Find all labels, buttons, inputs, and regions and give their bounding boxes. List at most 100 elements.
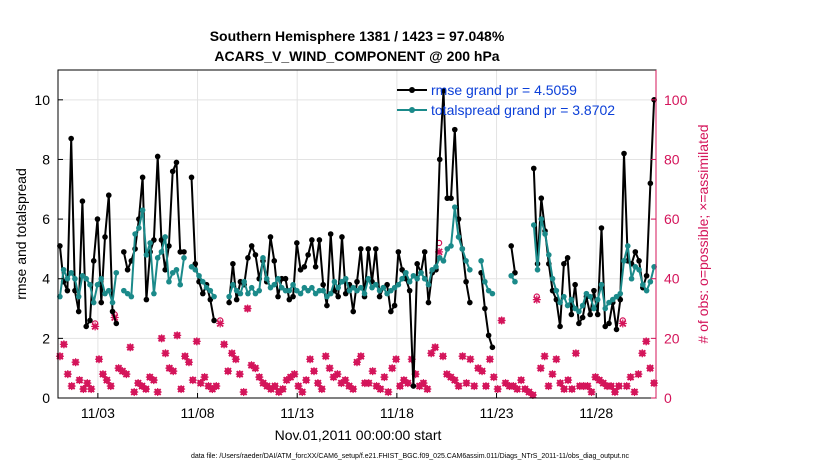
rmse-point [388, 308, 394, 315]
rmse-point [357, 246, 364, 252]
obs-assimilated-marker [614, 382, 623, 391]
obs-assimilated-marker [356, 352, 365, 361]
obs-assimilated-marker [380, 373, 389, 382]
totalspread-point [252, 290, 259, 297]
obs-assimilated-marker [325, 364, 334, 373]
totalspread-point [350, 284, 357, 291]
obs-assimilated-marker [458, 352, 467, 361]
totalspread-point [75, 293, 82, 300]
totalspread-point [617, 290, 624, 297]
y-left-tick-label: 2 [42, 330, 50, 346]
obs-assimilated-marker [153, 388, 162, 397]
obs-assimilated-marker [290, 370, 299, 379]
totalspread-point [534, 266, 541, 273]
rmse-point [606, 320, 612, 327]
totalspread-point [403, 269, 409, 276]
totalspread-point [624, 243, 631, 249]
totalspread-point [444, 246, 451, 252]
totalspread-point [369, 284, 375, 291]
totalspread-point [553, 287, 560, 294]
totalspread-point [380, 284, 387, 291]
totalspread-point [154, 255, 161, 261]
totalspread-point [583, 290, 590, 297]
totalspread-point [512, 278, 518, 285]
obs-assimilated-marker [95, 355, 104, 364]
obs-assimilated-marker [251, 364, 260, 373]
obs-assimilated-marker [552, 355, 561, 364]
obs-assimilated-marker [98, 370, 107, 379]
obs-assimilated-marker [200, 373, 209, 382]
legend: rmse grand pr = 4.5059 totalspread grand… [397, 82, 615, 118]
obs-assimilated-marker [470, 382, 479, 391]
rmse-point [557, 323, 563, 330]
y-right-tick-label: 40 [664, 271, 680, 287]
totalspread-point [632, 264, 639, 270]
legend-rmse-label: rmse grand pr = 4.5059 [431, 82, 577, 98]
rmse-point [587, 311, 593, 318]
y-axis-label-left: rmse and totalspread [13, 168, 29, 300]
obs-assimilated-marker [87, 385, 96, 394]
totalspread-point [60, 266, 67, 273]
totalspread-point [436, 255, 443, 261]
legend-spread-marker [409, 107, 415, 113]
totalspread-point [388, 287, 394, 294]
rmse-point [467, 299, 473, 306]
rmse-point [64, 287, 71, 294]
rmse-point [102, 234, 108, 240]
obs-assimilated-marker [368, 367, 377, 376]
totalspread-point [406, 278, 413, 285]
obs-assimilated-marker [298, 388, 307, 397]
totalspread-point [463, 258, 469, 264]
y-right-tick-label: 20 [664, 330, 680, 346]
totalspread-point [309, 284, 315, 291]
rmse-point [530, 165, 537, 172]
obs-assimilated-marker [548, 370, 557, 379]
rmse-point [613, 326, 620, 333]
obs-assimilated-marker [431, 343, 440, 352]
obs-assimilated-marker [75, 376, 84, 385]
totalspread-point [211, 293, 217, 300]
obs-assimilated-marker [587, 388, 596, 397]
obs-assimilated-marker [583, 382, 592, 391]
totalspread-point [203, 284, 210, 291]
obs-assimilated-marker [560, 385, 569, 394]
rmse-point [309, 237, 315, 243]
rmse-point [576, 320, 582, 327]
rmse-point [564, 255, 571, 261]
totalspread-point [196, 272, 202, 279]
totalspread-point [105, 287, 112, 294]
obs-assimilated-marker [423, 385, 432, 394]
totalspread-point [354, 287, 360, 294]
totalspread-point [636, 266, 642, 273]
rmse-point [199, 290, 206, 297]
totalspread-point [530, 222, 537, 228]
totalspread-point [177, 281, 184, 288]
obs-assimilated-marker [392, 355, 401, 364]
totalspread-point [421, 275, 428, 282]
obs-assimilated-marker [493, 385, 502, 394]
rmse-point [121, 249, 127, 255]
chart-title-line-2: ACARS_V_WIND_COMPONENT @ 200 hPa [214, 48, 499, 64]
obs-assimilated-marker [231, 355, 240, 364]
totalspread-point [373, 281, 379, 288]
totalspread-point [508, 272, 515, 279]
totalspread-point [391, 284, 398, 291]
legend-rmse-marker [409, 87, 415, 93]
obs-assimilated-marker [521, 385, 530, 394]
rmse-point [594, 311, 601, 318]
totalspread-point [485, 287, 492, 294]
totalspread-point [169, 269, 176, 276]
obs-assimilated-marker [419, 379, 428, 388]
obs-assimilated-marker [462, 379, 471, 388]
data-series [57, 88, 657, 389]
totalspread-point [425, 281, 432, 288]
totalspread-point [121, 287, 127, 294]
totalspread-point [609, 296, 616, 303]
rmse-point [83, 323, 90, 330]
totalspread-point [647, 278, 654, 285]
y-right-tick-label: 60 [664, 211, 680, 227]
totalspread-point [579, 302, 586, 309]
totalspread-point [147, 240, 153, 246]
obs-assimilated-marker [485, 355, 494, 364]
rmse-point [391, 302, 398, 309]
